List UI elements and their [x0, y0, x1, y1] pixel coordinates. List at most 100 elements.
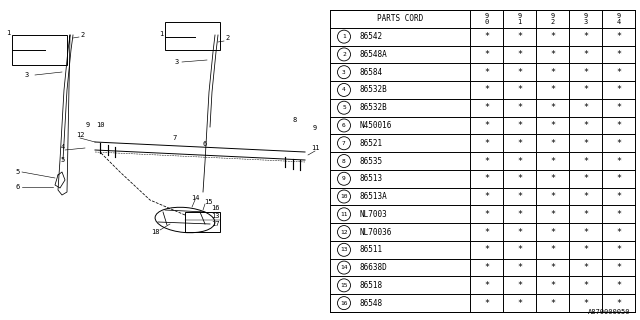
Text: 8: 8 [342, 158, 346, 164]
Text: *: * [484, 68, 489, 77]
Text: 14: 14 [340, 265, 348, 270]
Text: *: * [484, 228, 489, 236]
Text: *: * [550, 281, 555, 290]
Text: 18: 18 [151, 229, 159, 235]
Text: 1: 1 [342, 34, 346, 39]
Text: *: * [616, 103, 621, 112]
Text: *: * [616, 68, 621, 77]
Text: *: * [616, 139, 621, 148]
Text: *: * [550, 210, 555, 219]
Text: 86535: 86535 [360, 156, 383, 165]
Text: *: * [517, 210, 522, 219]
Text: 10: 10 [340, 194, 348, 199]
Text: *: * [616, 210, 621, 219]
Text: *: * [517, 281, 522, 290]
Text: 2: 2 [80, 32, 84, 38]
Text: 17: 17 [211, 221, 220, 227]
Text: *: * [550, 174, 555, 183]
Text: *: * [517, 139, 522, 148]
Text: 4: 4 [342, 87, 346, 92]
Text: *: * [583, 103, 588, 112]
Text: *: * [550, 156, 555, 165]
Text: *: * [616, 281, 621, 290]
Text: 86532B: 86532B [360, 103, 388, 112]
Text: 10: 10 [96, 122, 104, 128]
Text: *: * [484, 85, 489, 94]
Text: 7: 7 [173, 135, 177, 141]
Text: *: * [583, 50, 588, 59]
Text: 3: 3 [25, 72, 29, 78]
Text: *: * [583, 281, 588, 290]
Text: *: * [616, 174, 621, 183]
Text: *: * [583, 68, 588, 77]
Text: *: * [484, 245, 489, 254]
Text: *: * [583, 85, 588, 94]
Text: *: * [616, 32, 621, 41]
Text: 86542: 86542 [360, 32, 383, 41]
Text: *: * [616, 50, 621, 59]
Text: *: * [484, 192, 489, 201]
Text: 5: 5 [16, 169, 20, 175]
Text: 86521: 86521 [360, 139, 383, 148]
Text: 4: 4 [61, 144, 65, 150]
Text: *: * [517, 192, 522, 201]
Text: *: * [484, 121, 489, 130]
Text: *: * [550, 121, 555, 130]
Text: *: * [550, 299, 555, 308]
Text: NL7003: NL7003 [360, 210, 388, 219]
Bar [165, 22, 220, 50]
Text: 12: 12 [340, 229, 348, 235]
Text: 6: 6 [16, 184, 20, 190]
Text: *: * [484, 32, 489, 41]
Text: *: * [517, 32, 522, 41]
Text: *: * [616, 228, 621, 236]
Text: 13: 13 [211, 213, 220, 219]
Text: *: * [550, 263, 555, 272]
Text: *: * [550, 228, 555, 236]
Text: *: * [616, 121, 621, 130]
Text: 2: 2 [225, 35, 229, 41]
Bar [185, 212, 220, 232]
Text: *: * [484, 103, 489, 112]
Text: 86548A: 86548A [360, 50, 388, 59]
Text: *: * [550, 103, 555, 112]
Text: 12: 12 [76, 132, 84, 138]
Text: 1: 1 [159, 31, 163, 37]
Text: *: * [583, 156, 588, 165]
Text: 86638D: 86638D [360, 263, 388, 272]
Bar [330, 10, 635, 312]
Text: 7: 7 [342, 141, 346, 146]
Text: 9
3: 9 3 [584, 12, 588, 25]
Text: *: * [616, 245, 621, 254]
Text: *: * [517, 85, 522, 94]
Text: *: * [616, 156, 621, 165]
Text: 11: 11 [340, 212, 348, 217]
Text: 11: 11 [311, 145, 319, 151]
Text: 9: 9 [313, 125, 317, 131]
Text: 9
1: 9 1 [517, 12, 522, 25]
Text: 9
0: 9 0 [484, 12, 488, 25]
Text: 6: 6 [342, 123, 346, 128]
Text: 14: 14 [191, 195, 199, 201]
Text: *: * [484, 281, 489, 290]
Text: *: * [550, 245, 555, 254]
Text: 16: 16 [340, 300, 348, 306]
Text: *: * [550, 68, 555, 77]
Text: *: * [583, 139, 588, 148]
Text: *: * [583, 121, 588, 130]
Text: PARTS CORD: PARTS CORD [377, 14, 423, 23]
Text: *: * [517, 68, 522, 77]
Text: 86518: 86518 [360, 281, 383, 290]
Text: *: * [583, 228, 588, 236]
Text: *: * [517, 103, 522, 112]
Text: 9: 9 [342, 176, 346, 181]
Text: 13: 13 [340, 247, 348, 252]
Text: *: * [484, 210, 489, 219]
Text: A870000050: A870000050 [588, 309, 630, 315]
Text: *: * [616, 299, 621, 308]
Text: *: * [517, 228, 522, 236]
Text: *: * [550, 139, 555, 148]
Text: *: * [484, 174, 489, 183]
Text: *: * [517, 299, 522, 308]
Text: NL70036: NL70036 [360, 228, 392, 236]
